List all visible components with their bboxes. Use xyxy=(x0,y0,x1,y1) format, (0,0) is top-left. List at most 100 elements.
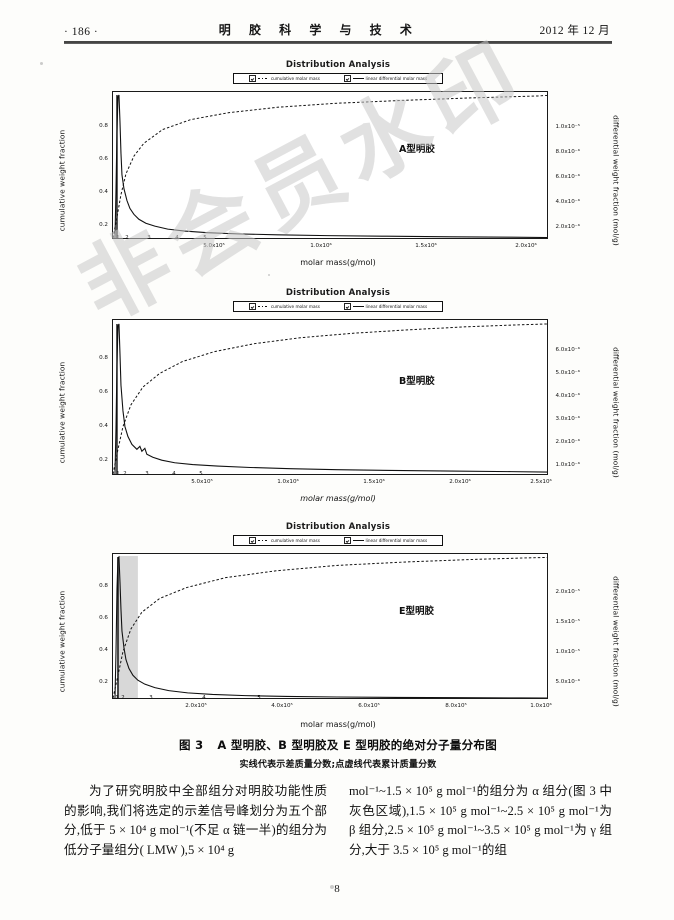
peak-marker: 3 xyxy=(149,695,153,701)
y-tick-right: 1.5x10⁻⁵ xyxy=(555,619,580,625)
legend-item-cumulative[interactable]: cumulative molar mass xyxy=(248,303,320,310)
x-axis-label: molar mass(g/mol) xyxy=(300,258,376,267)
y-tick-left: 0.4 xyxy=(99,423,108,429)
chart-e: Distribution Analysis cumulative molar m… xyxy=(58,522,621,732)
peak-marker: 4 xyxy=(202,695,206,701)
peak-marker: 2 xyxy=(123,471,127,477)
y-tick-left: 0.2 xyxy=(99,679,108,685)
y-tick-right: 2.0x10⁻⁶ xyxy=(555,439,580,445)
y-tick-right: 4.0x10⁻⁶ xyxy=(555,199,580,205)
dash-dot-line-icon xyxy=(257,78,269,79)
legend-item-differential[interactable]: linear differential molar mass xyxy=(343,303,428,310)
legend-item-cumulative[interactable]: cumulative molar mass xyxy=(248,537,320,544)
sample-label: E型明胶 xyxy=(399,606,434,617)
y-tick-left: 0.8 xyxy=(99,123,108,129)
header-rule xyxy=(64,41,612,44)
x-tick: 2.0x10⁶ xyxy=(449,479,471,485)
x-tick: 1.5x10⁶ xyxy=(363,479,385,485)
chart-title: Distribution Analysis xyxy=(285,60,391,70)
page-folio-top: · 186 · xyxy=(64,26,99,38)
y-axis-label-right: differential weight fraction (mol/g) xyxy=(611,115,621,246)
paragraph-right: mol⁻¹~1.5 × 10⁵ g mol⁻¹的组分为 α 组分(图 3 中灰色… xyxy=(349,784,612,857)
y-tick-left: 0.6 xyxy=(99,156,108,162)
peak-marker: 5 xyxy=(199,471,203,477)
differential-curve xyxy=(114,94,547,238)
x-tick: 4.0x10⁵ xyxy=(271,703,293,709)
cumulative-curve xyxy=(113,323,547,474)
chart-legend[interactable]: cumulative molar mass linear differentia… xyxy=(233,301,443,312)
plot-area: cumulative weight fraction differential … xyxy=(58,315,621,503)
y-tick-right: 6.0x10⁻⁶ xyxy=(555,347,580,353)
y-tick-right: 5.0x10⁻⁶ xyxy=(555,679,580,685)
x-tick: 1.0x10⁶ xyxy=(310,243,332,249)
y-tick-right: 6.0x10⁻⁶ xyxy=(555,174,580,180)
peak-marker: 5 xyxy=(257,695,261,701)
legend-item-differential[interactable]: linear differential molar mass xyxy=(343,75,428,82)
y-tick-left: 0.2 xyxy=(99,457,108,463)
checkbox-icon[interactable] xyxy=(248,75,256,82)
plot-frame xyxy=(112,91,548,239)
y-tick-right: 5.0x10⁻⁶ xyxy=(555,370,580,376)
figure-caption: 图 3 A 型明胶、B 型明胶及 E 型明胶的绝对分子量分布图 实线代表示差质量分… xyxy=(64,737,612,770)
caption-main-line: 图 3 A 型明胶、B 型明胶及 E 型明胶的绝对分子量分布图 xyxy=(64,737,612,753)
peak-marker: 1 xyxy=(115,695,119,701)
x-tick: 6.0x10⁵ xyxy=(358,703,380,709)
journal-title: 明 胶 科 学 与 技 术 xyxy=(218,23,419,37)
y-tick-right: 4.0x10⁻⁶ xyxy=(555,393,580,399)
y-tick-left: 0.8 xyxy=(99,355,108,361)
chart-a-svg xyxy=(113,94,547,238)
checkbox-icon[interactable] xyxy=(343,75,351,82)
legend-label: cumulative molar mass xyxy=(270,538,320,543)
peak-marker: 3 xyxy=(147,235,151,241)
y-tick-left: 0.4 xyxy=(99,647,108,653)
dash-dot-line-icon xyxy=(257,306,269,307)
chart-title: Distribution Analysis xyxy=(285,288,391,298)
y-axis-label-right: differential weight fraction (mol/g) xyxy=(611,347,621,478)
legend-label: cumulative molar mass xyxy=(270,304,320,309)
plot-area: cumulative weight fraction differential … xyxy=(58,549,621,729)
plot-frame xyxy=(112,553,548,699)
chart-b-svg xyxy=(113,323,547,474)
chart-legend[interactable]: cumulative molar mass linear differentia… xyxy=(233,73,443,84)
paragraph-left: 为了研究明胶中全部组分对明胶功能性质的影响,我们将选定的示差信号峰划分为五个部分… xyxy=(64,784,327,857)
y-tick-left: 0.2 xyxy=(99,222,108,228)
legend-label: linear differential molar mass xyxy=(365,304,428,309)
checkbox-icon[interactable] xyxy=(343,303,351,310)
y-tick-left: 0.8 xyxy=(99,583,108,589)
page-folio-bottom: 8 xyxy=(334,883,340,895)
checkbox-icon[interactable] xyxy=(343,537,351,544)
plot-frame xyxy=(112,319,548,475)
y-tick-right: 1.0x10⁻⁵ xyxy=(555,649,580,655)
body-column-right: mol⁻¹~1.5 × 10⁵ g mol⁻¹的组分为 α 组分(图 3 中灰色… xyxy=(349,782,612,860)
x-tick: 1.0x10⁶ xyxy=(277,479,299,485)
y-axis-label-right: differential weight fraction (mol/g) xyxy=(611,576,621,707)
cumulative-curve xyxy=(113,94,547,238)
caption-subtitle: 实线代表示差质量分数;点虚线代表累计质量分数 xyxy=(239,760,437,770)
legend-item-cumulative[interactable]: cumulative molar mass xyxy=(248,75,320,82)
body-column-left: 为了研究明胶中全部组分对明胶功能性质的影响,我们将选定的示差信号峰划分为五个部分… xyxy=(64,782,327,860)
x-tick: 2.5x10⁶ xyxy=(530,479,552,485)
chart-legend[interactable]: cumulative molar mass linear differentia… xyxy=(233,535,443,546)
x-tick: 2.0x10⁶ xyxy=(515,243,537,249)
cumulative-curve xyxy=(113,556,547,698)
legend-label: linear differential molar mass xyxy=(365,76,428,81)
checkbox-icon[interactable] xyxy=(248,537,256,544)
sample-label: A型明胶 xyxy=(399,144,435,155)
solid-line-icon xyxy=(352,539,364,542)
dash-dot-line-icon xyxy=(257,540,269,541)
alpha-region-shading xyxy=(117,555,138,698)
peak-marker: 1 xyxy=(116,471,120,477)
peak-marker: 4 xyxy=(172,471,176,477)
y-axis-label-left: cumulative weight fraction xyxy=(57,129,67,232)
y-tick-right: 3.0x10⁻⁶ xyxy=(555,416,580,422)
body-text: 为了研究明胶中全部组分对明胶功能性质的影响,我们将选定的示差信号峰划分为五个部分… xyxy=(64,782,612,860)
legend-item-differential[interactable]: linear differential molar mass xyxy=(343,537,428,544)
legend-label: linear differential molar mass xyxy=(365,538,428,543)
figure-title: A 型明胶、B 型明胶及 E 型明胶的绝对分子量分布图 xyxy=(217,738,498,752)
y-axis-label-left: cumulative weight fraction xyxy=(57,590,67,693)
differential-curve xyxy=(114,323,547,474)
y-tick-right: 8.0x10⁻⁶ xyxy=(555,149,580,155)
running-head: · 186 · 明 胶 科 学 与 技 术 2012 年 12 月 xyxy=(64,16,610,38)
checkbox-icon[interactable] xyxy=(248,303,256,310)
